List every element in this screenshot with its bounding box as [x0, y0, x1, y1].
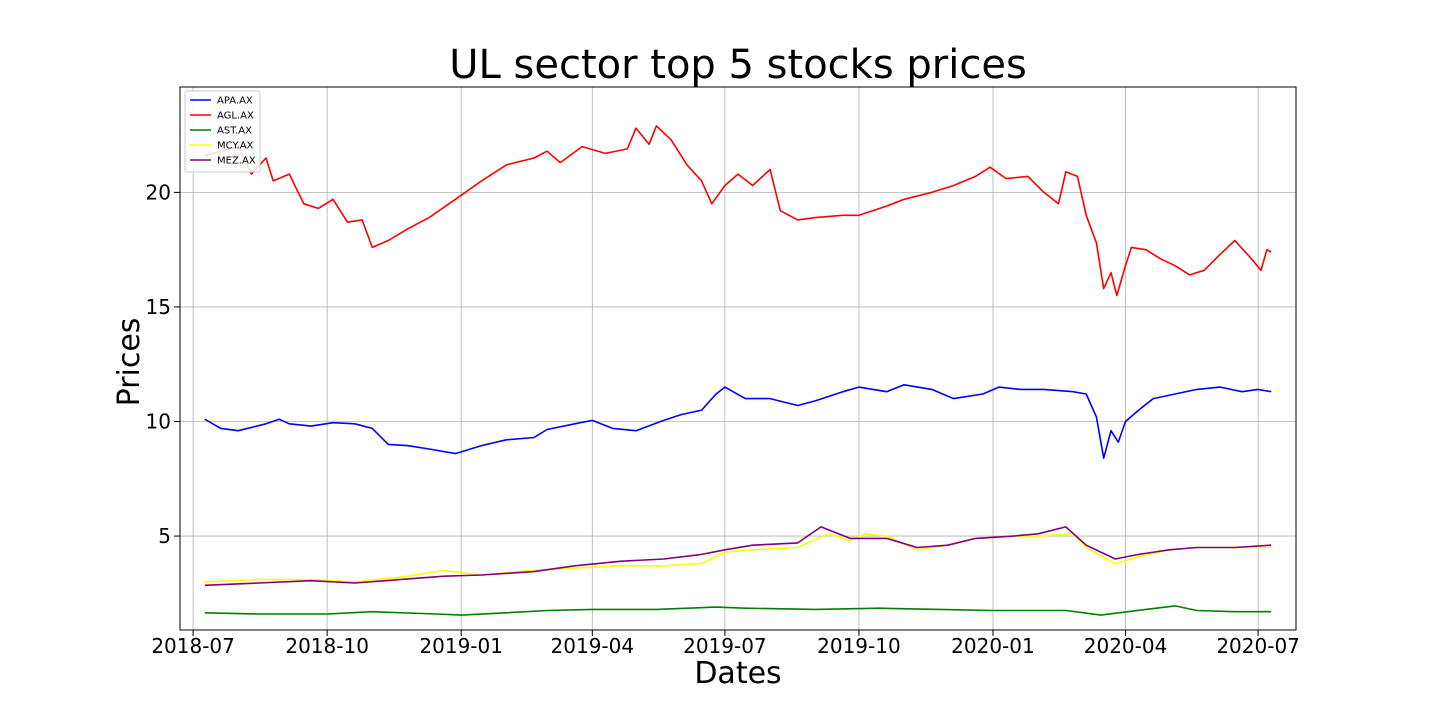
series-line-mez-ax	[204, 526, 1272, 587]
x-tick-label: 2020-01	[951, 634, 1035, 658]
x-tick-label: 2019-04	[551, 634, 635, 658]
legend-label: AGL.AX	[217, 111, 254, 122]
series-line-agl-ax	[204, 125, 1272, 297]
y-tick-label: 20	[146, 180, 171, 204]
y-tick-label: 10	[146, 410, 171, 434]
plot-frame	[179, 86, 1297, 631]
x-tick-label: 2020-07	[1216, 634, 1300, 658]
legend-label: AST.AX	[217, 126, 252, 137]
x-tick-label: 2019-01	[419, 634, 503, 658]
series-line-mcy-ax	[204, 533, 1272, 583]
y-tick-label: 5	[158, 524, 171, 548]
series-lines	[204, 125, 1272, 616]
chart-title: UL sector top 5 stocks prices	[449, 42, 1027, 88]
x-tick-label: 2019-07	[683, 634, 767, 658]
legend-box	[184, 90, 261, 173]
legend-label: MEZ.AX	[217, 156, 256, 167]
x-axis-title: Dates	[694, 656, 781, 691]
x-tick-label: 2019-10	[817, 634, 901, 658]
series-line-apa-ax	[204, 384, 1272, 459]
grid-lines	[180, 87, 1296, 630]
legend-label: APA.AX	[217, 96, 253, 107]
y-axis-title: Prices	[112, 318, 147, 407]
series-line-ast-ax	[204, 605, 1272, 616]
y-tick-label: 15	[146, 295, 171, 319]
legend: APA.AX AGL.AX AST.AX MCY.AX MEZ.AX	[184, 90, 261, 173]
x-tick-label: 2020-04	[1084, 634, 1168, 658]
axis-ticks: 2018-07 2018-10 2019-01 2019-04 2019-07 2019-…	[146, 180, 1300, 658]
x-tick-label: 2018-07	[151, 634, 235, 658]
legend-label: MCY.AX	[217, 141, 254, 152]
x-tick-label: 2018-10	[285, 634, 369, 658]
